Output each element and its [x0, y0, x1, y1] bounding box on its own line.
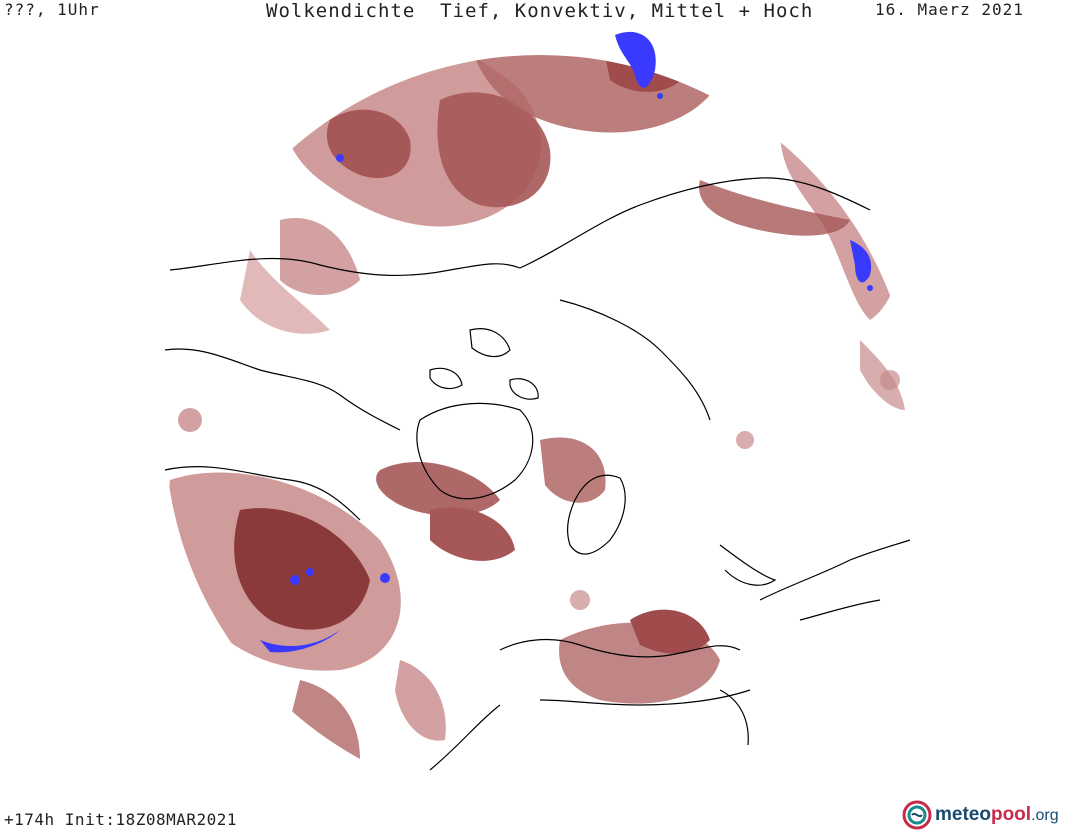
logo-icon — [902, 800, 932, 830]
convective-cells — [260, 31, 873, 653]
forecast-label: ???, 1Uhr — [4, 0, 100, 19]
forecast-init: +174h Init:18Z08MAR2021 — [4, 810, 238, 829]
logo-wordmark: meteopool.org — [935, 804, 1059, 825]
map-title: Wolkendichte Tief, Konvektiv, Mittel + H… — [266, 0, 814, 22]
valid-date: 16. Maerz 2021 — [875, 0, 1024, 19]
meteopool-logo: meteopool.org — [902, 800, 1059, 830]
coastlines — [164, 177, 911, 771]
